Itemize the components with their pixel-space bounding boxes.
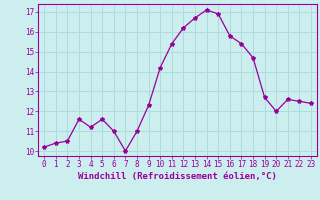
X-axis label: Windchill (Refroidissement éolien,°C): Windchill (Refroidissement éolien,°C) <box>78 172 277 181</box>
